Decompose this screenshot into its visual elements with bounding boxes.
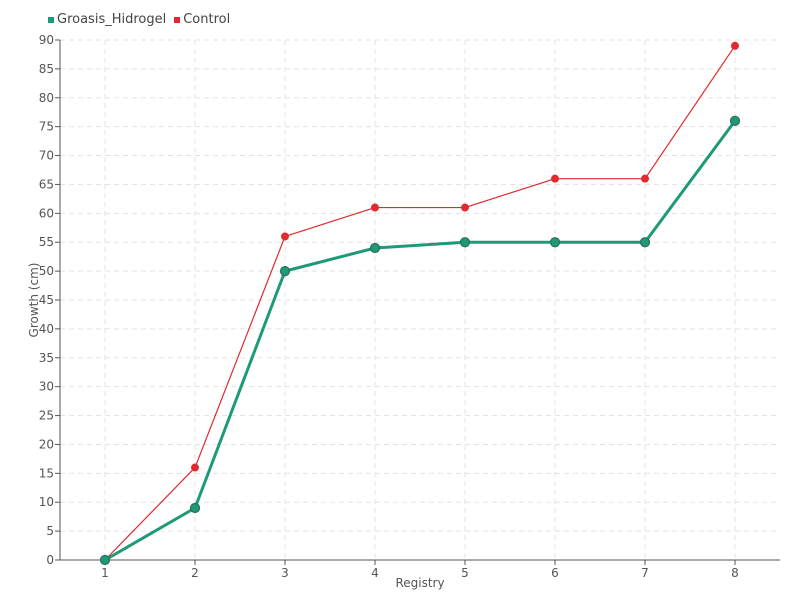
data-point-control-3[interactable] [281, 232, 289, 241]
ytick-label-40: 40 [39, 322, 54, 336]
data-point-groasis-hidrogel-5[interactable] [459, 237, 471, 248]
ytick-label-80: 80 [39, 91, 54, 105]
ytick-label-65: 65 [39, 177, 54, 191]
xtick-label-3: 3 [281, 566, 289, 580]
legend: Groasis_Hidrogel Control [48, 12, 230, 27]
data-point-control-5[interactable] [461, 203, 469, 212]
legend-item-groasis[interactable]: Groasis_Hidrogel [48, 12, 166, 27]
legend-swatch-control [174, 16, 181, 23]
ytick-label-45: 45 [39, 293, 54, 307]
ytick-label-5: 5 [46, 524, 54, 538]
legend-swatch-groasis [48, 16, 54, 23]
ytick-label-85: 85 [39, 62, 54, 76]
ytick-label-30: 30 [39, 380, 54, 394]
ytick-label-55: 55 [39, 235, 54, 249]
ytick-label-90: 90 [39, 33, 54, 47]
data-point-groasis-hidrogel-1[interactable] [99, 554, 111, 566]
legend-label-control: Control [183, 12, 231, 27]
legend-item-control[interactable]: Control [174, 12, 230, 27]
data-point-control-6[interactable] [551, 174, 559, 183]
data-point-control-8[interactable] [731, 41, 739, 50]
series-line-groasis-hidrogel [104, 119, 737, 562]
ytick-label-70: 70 [39, 149, 54, 163]
ytick-label-35: 35 [39, 351, 54, 365]
data-point-groasis-hidrogel-4[interactable] [369, 242, 381, 254]
data-point-control-2[interactable] [191, 463, 199, 472]
legend-label-groasis: Groasis_Hidrogel [57, 12, 167, 27]
ytick-label-0: 0 [46, 553, 54, 567]
data-point-groasis-hidrogel-2[interactable] [189, 502, 201, 514]
ytick-label-75: 75 [39, 120, 54, 134]
x-axis-title: Registry [395, 576, 444, 590]
ytick-label-60: 60 [39, 206, 54, 220]
xtick-label-6: 6 [551, 566, 559, 580]
xtick-label-5: 5 [461, 566, 469, 580]
xtick-label-7: 7 [641, 566, 649, 580]
y-axis-title: Growth (cm) [27, 263, 41, 338]
data-point-control-4[interactable] [371, 203, 379, 212]
xtick-label-4: 4 [371, 566, 379, 580]
ytick-label-15: 15 [39, 466, 54, 480]
xtick-label-8: 8 [731, 566, 739, 580]
ytick-label-10: 10 [39, 495, 54, 509]
xtick-label-2: 2 [191, 566, 199, 580]
data-point-groasis-hidrogel-6[interactable] [549, 237, 561, 248]
data-point-groasis-hidrogel-7[interactable] [639, 237, 651, 248]
data-point-control-7[interactable] [641, 174, 649, 183]
ytick-label-25: 25 [39, 409, 54, 423]
series-line-control [104, 45, 736, 561]
ytick-label-20: 20 [39, 437, 54, 451]
data-point-groasis-hidrogel-3[interactable] [279, 266, 291, 277]
xtick-label-1: 1 [101, 566, 109, 580]
ytick-label-50: 50 [39, 264, 54, 278]
data-point-groasis-hidrogel-8[interactable] [729, 115, 741, 126]
